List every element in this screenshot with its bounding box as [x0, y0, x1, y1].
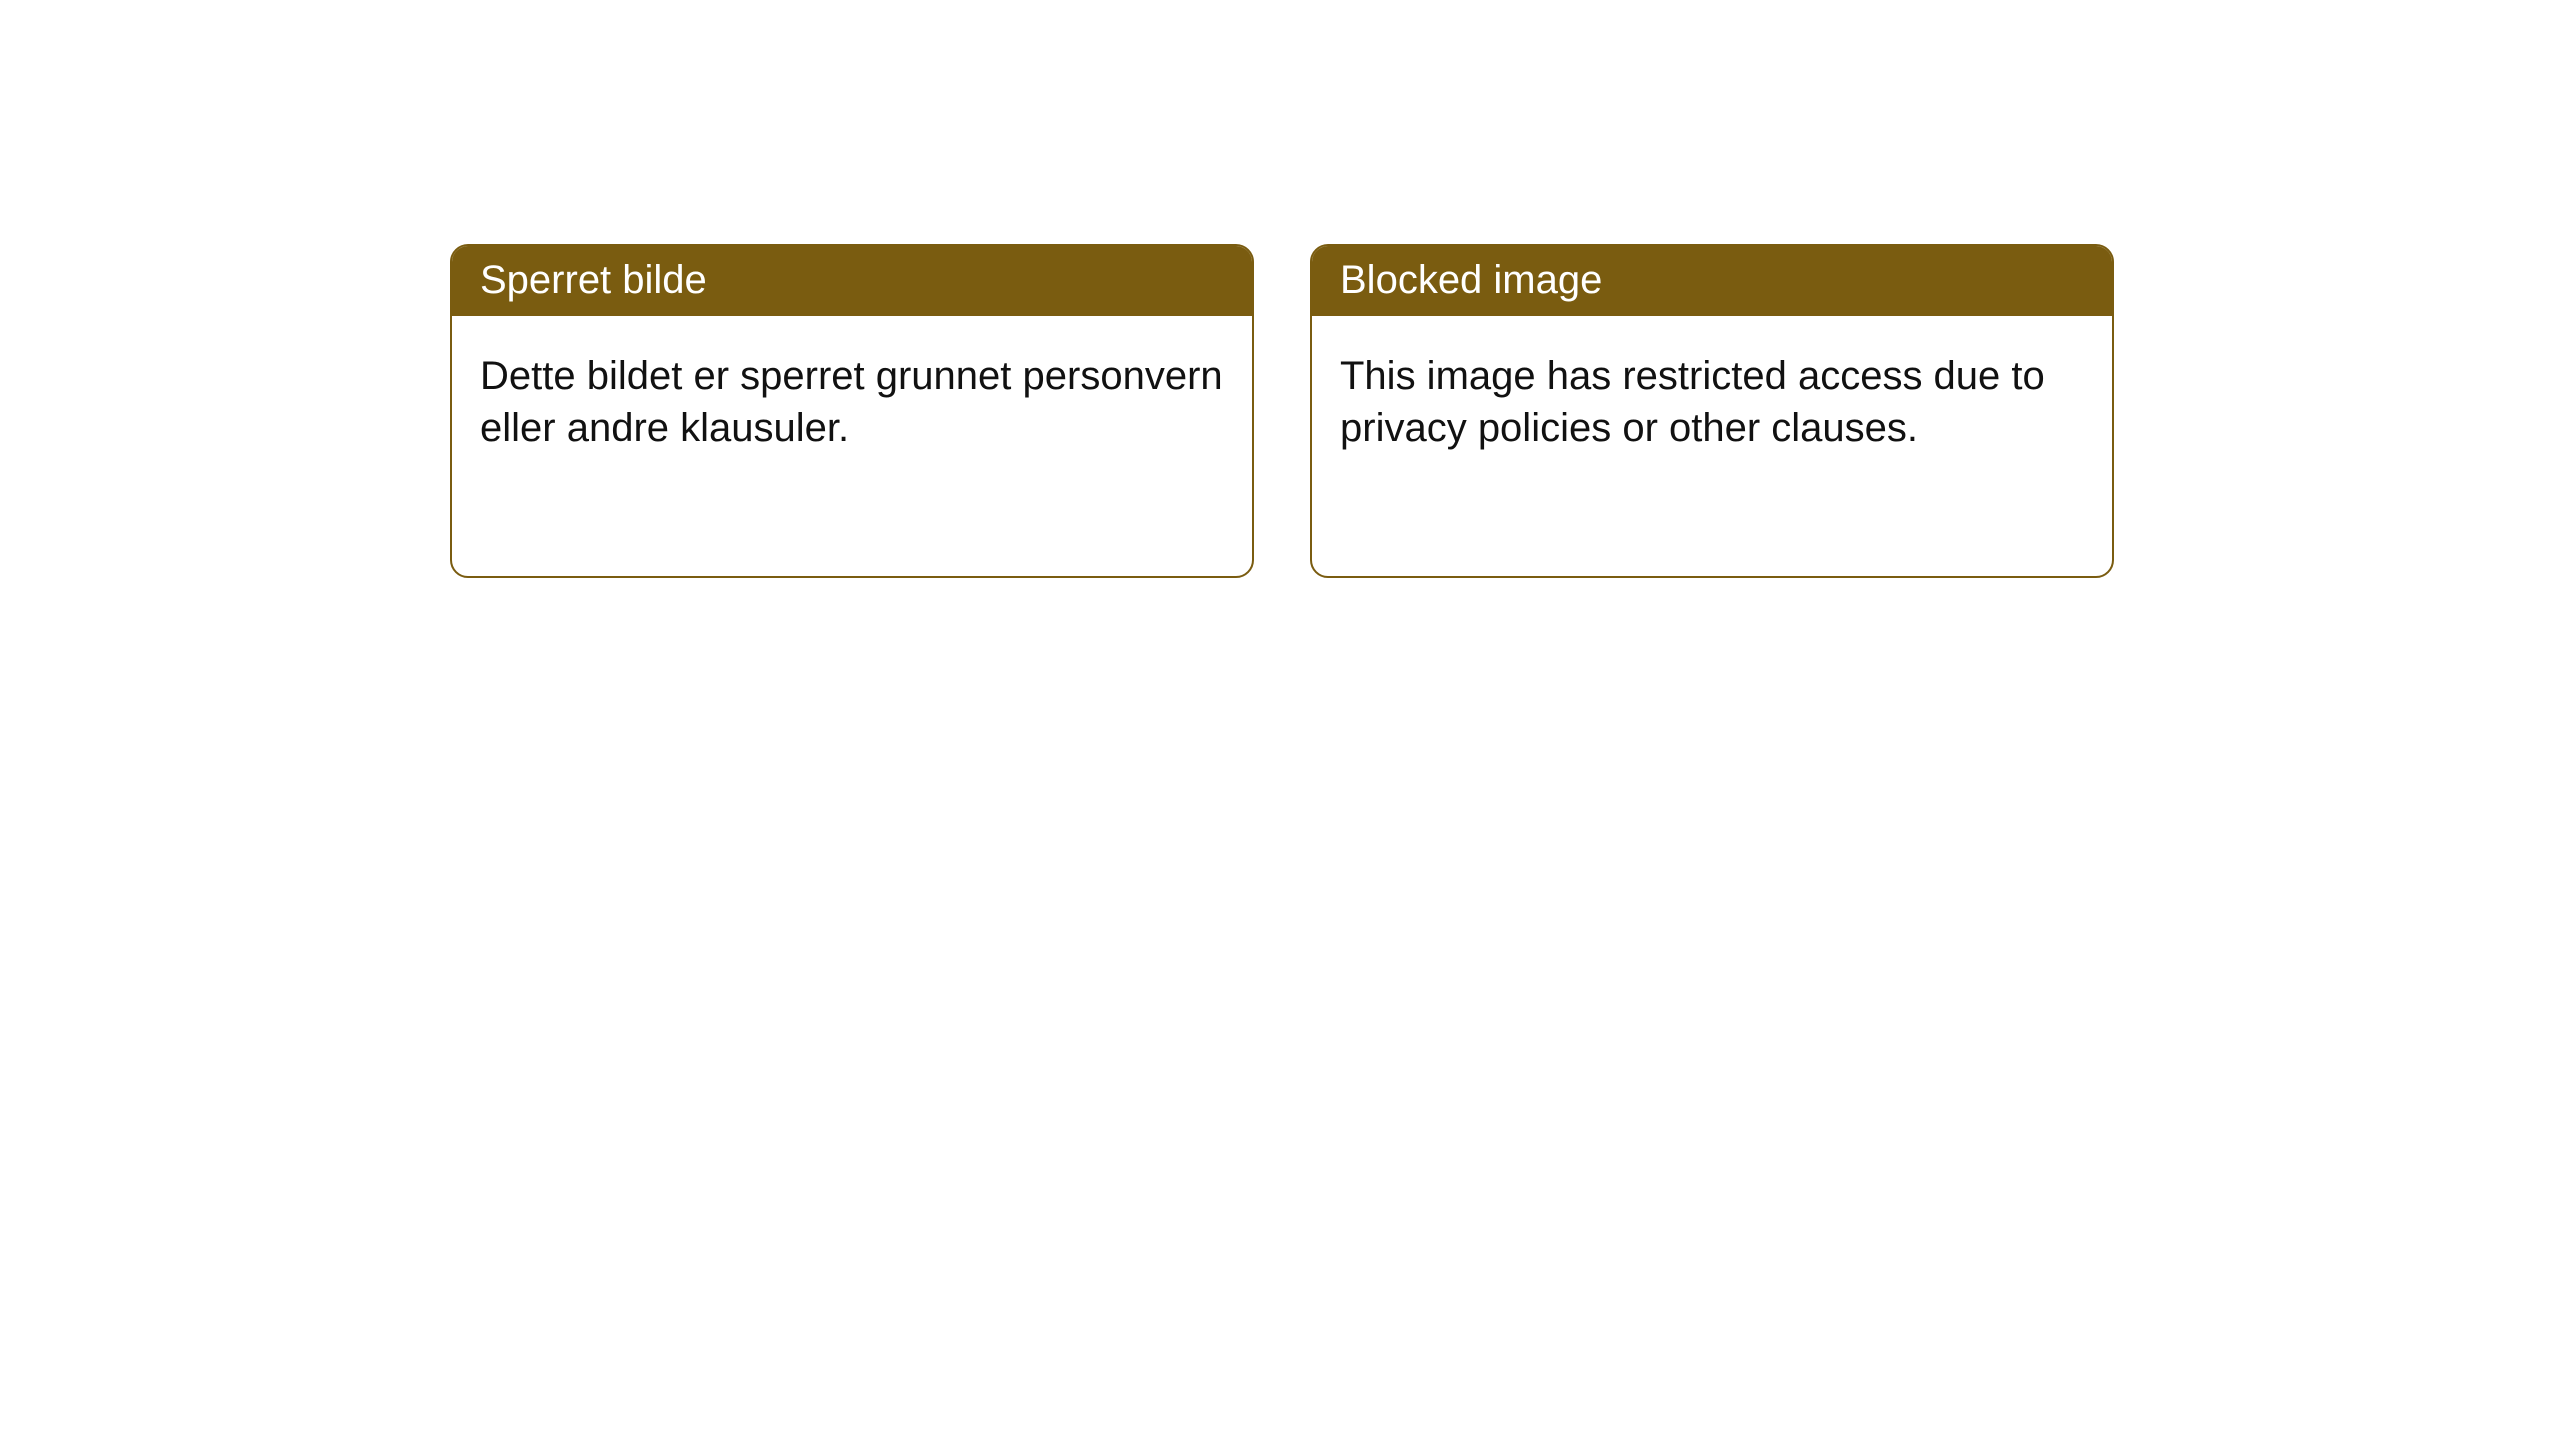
notice-title-norwegian: Sperret bilde: [452, 246, 1252, 316]
notice-container: Sperret bilde Dette bildet er sperret gr…: [0, 0, 2560, 578]
notice-box-norwegian: Sperret bilde Dette bildet er sperret gr…: [450, 244, 1254, 578]
notice-body-norwegian: Dette bildet er sperret grunnet personve…: [452, 316, 1252, 482]
notice-box-english: Blocked image This image has restricted …: [1310, 244, 2114, 578]
notice-title-english: Blocked image: [1312, 246, 2112, 316]
notice-body-english: This image has restricted access due to …: [1312, 316, 2112, 482]
